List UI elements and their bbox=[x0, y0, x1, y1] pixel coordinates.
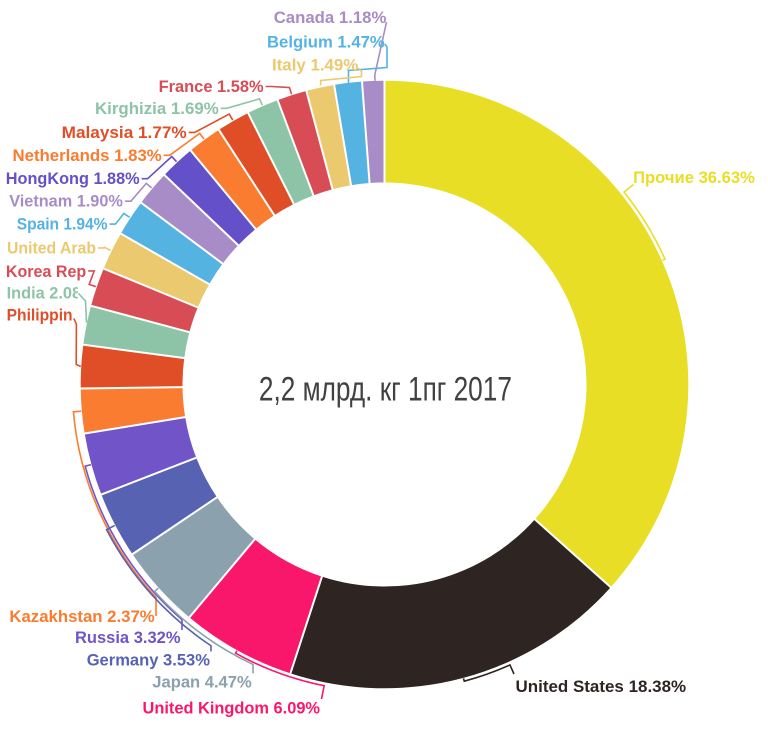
svg-text:United States 18.38%: United States 18.38% bbox=[516, 677, 687, 696]
svg-text:Netherlands 1.83%: Netherlands 1.83% bbox=[13, 146, 162, 165]
svg-text:2,2 млрд. кг 1пг 2017: 2,2 млрд. кг 1пг 2017 bbox=[259, 370, 512, 408]
svg-text:Belgium 1.47%: Belgium 1.47% bbox=[267, 32, 385, 51]
svg-text:France 1.58%: France 1.58% bbox=[159, 77, 264, 96]
svg-text:Korea Rep: Korea Rep bbox=[6, 262, 86, 281]
svg-text:Spain 1.94%: Spain 1.94% bbox=[17, 215, 108, 234]
svg-text:Kazakhstan 2.37%: Kazakhstan 2.37% bbox=[9, 607, 154, 626]
svg-text:Japan 4.47%: Japan 4.47% bbox=[152, 673, 251, 692]
svg-text:Philippin: Philippin bbox=[7, 306, 73, 325]
svg-text:Germany 3.53%: Germany 3.53% bbox=[87, 651, 210, 670]
svg-text:Vietnam 1.90%: Vietnam 1.90% bbox=[9, 192, 123, 211]
svg-text:United Kingdom 6.09%: United Kingdom 6.09% bbox=[143, 698, 321, 717]
svg-text:Malaysia 1.77%: Malaysia 1.77% bbox=[62, 123, 187, 142]
svg-text:HongKong 1.88%: HongKong 1.88% bbox=[6, 169, 140, 188]
svg-text:Canada 1.18%: Canada 1.18% bbox=[274, 8, 387, 27]
svg-text:Прочие 36.63%: Прочие 36.63% bbox=[633, 168, 755, 187]
svg-text:United Arab: United Arab bbox=[7, 238, 96, 257]
svg-text:Russia 3.32%: Russia 3.32% bbox=[75, 628, 181, 647]
svg-text:India 2.08: India 2.08 bbox=[7, 284, 82, 303]
svg-text:Kirghizia 1.69%: Kirghizia 1.69% bbox=[95, 99, 219, 118]
svg-text:Italy 1.49%: Italy 1.49% bbox=[272, 55, 358, 74]
